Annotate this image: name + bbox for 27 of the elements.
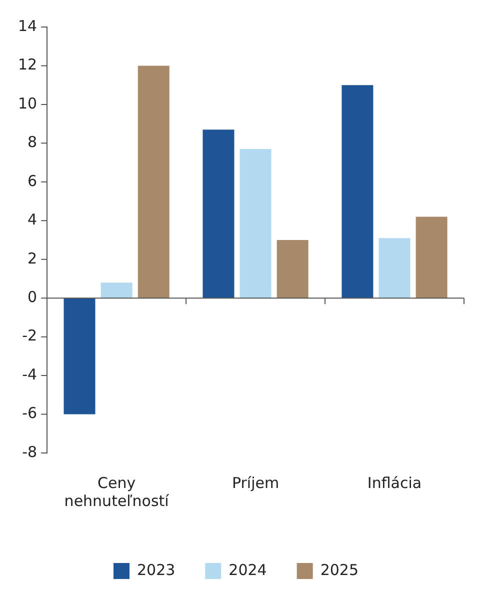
bar <box>240 148 272 298</box>
bar <box>378 238 410 298</box>
legend-label: 2023 <box>136 560 176 579</box>
legend-label: 2025 <box>320 560 359 579</box>
bar <box>416 216 448 298</box>
legend-label: 2024 <box>228 560 267 579</box>
y-tick-label: 2 <box>28 249 38 268</box>
y-tick-label: 8 <box>28 133 38 152</box>
bar <box>202 130 234 298</box>
y-tick-label: -2 <box>22 326 38 345</box>
x-tick-label: Inflácia <box>367 474 422 492</box>
y-tick-label: 10 <box>18 94 38 112</box>
y-tick-label: -4 <box>22 365 38 384</box>
bar <box>276 240 308 298</box>
bar <box>342 85 374 298</box>
y-tick-label: 12 <box>18 56 38 74</box>
y-tick-label: 14 <box>18 16 38 35</box>
y-tick-label: -8 <box>22 442 38 461</box>
y-tick-label: 4 <box>28 210 38 229</box>
x-tick-label: Príjem <box>232 474 280 492</box>
bar <box>100 282 132 298</box>
bar <box>138 66 170 298</box>
bar <box>64 298 96 414</box>
y-tick-label: 0 <box>28 288 38 306</box>
x-tick-label: Ceny nehnuteľností <box>64 474 170 510</box>
y-tick-label: -6 <box>22 404 38 422</box>
y-tick-label: 6 <box>28 172 38 190</box>
